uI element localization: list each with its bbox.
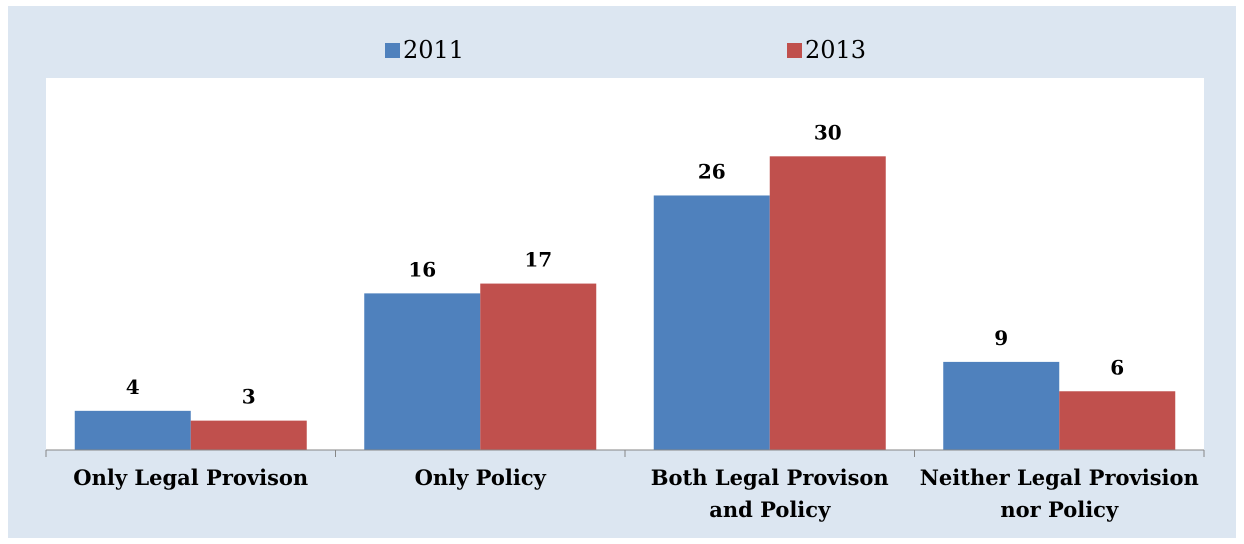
value-label-2013-2: 30 xyxy=(814,120,842,144)
bar-2013-3 xyxy=(1059,391,1176,450)
category-label-0: Only Legal Provison xyxy=(73,465,308,490)
legend-swatch-2013 xyxy=(787,42,802,58)
value-label-2013-3: 6 xyxy=(1110,355,1124,379)
legend-item-2011: 2011 xyxy=(385,36,464,64)
bar-2011-0 xyxy=(74,410,191,450)
bar-chart: 4 16 26 9 3 17 30 6 Only Legal Provison Only Poli… xyxy=(45,78,1205,522)
value-label-2011-2: 26 xyxy=(698,159,726,183)
legend-label-2011: 2011 xyxy=(403,36,465,64)
bar-2013-0 xyxy=(190,420,307,450)
bar-2013-1 xyxy=(480,283,597,450)
value-label-2013-0: 3 xyxy=(242,385,256,409)
legend-swatch-2011 xyxy=(385,42,400,58)
bar-2011-3 xyxy=(943,361,1060,450)
category-label-3: Neither Legal Provision nor Policy xyxy=(920,465,1199,522)
value-label-2011-1: 16 xyxy=(408,257,436,281)
value-label-2011-3: 9 xyxy=(994,326,1008,350)
legend-label-2013: 2013 xyxy=(805,36,867,64)
chart-frame: 2011 2013 4 16 26 9 3 17 30 6 Only Legal Proviso… xyxy=(8,6,1236,538)
value-label-2013-1: 17 xyxy=(524,248,552,272)
bar-2011-2 xyxy=(653,195,770,450)
bar-2011-1 xyxy=(364,293,481,450)
legend-item-2013: 2013 xyxy=(787,36,866,64)
category-label-1: Only Policy xyxy=(415,465,547,490)
category-label-2: Both Legal Provison and Policy xyxy=(651,465,889,522)
value-label-2011-0: 4 xyxy=(126,375,140,399)
bar-2013-2 xyxy=(769,156,886,450)
